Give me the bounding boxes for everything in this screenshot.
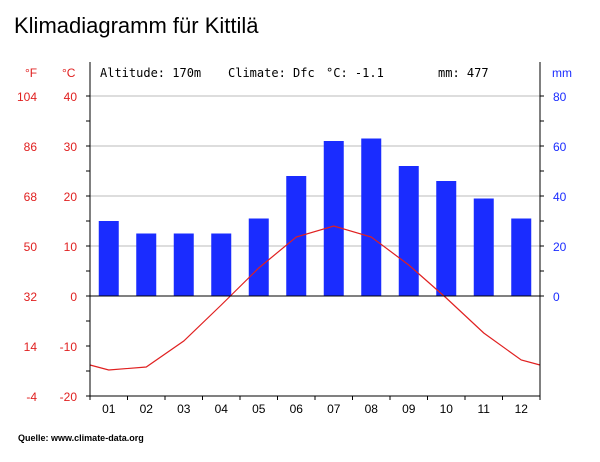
precip-bar — [436, 181, 457, 296]
precip-bar — [211, 233, 232, 296]
fahrenheit-tick-label: 68 — [24, 190, 38, 204]
mm-tick-label: 20 — [553, 240, 567, 254]
celsius-tick-label: 0 — [70, 290, 77, 304]
precip-bar — [361, 138, 382, 296]
month-label: 09 — [402, 402, 416, 416]
month-label: 01 — [102, 402, 116, 416]
precip-bar — [173, 233, 194, 296]
month-label: 10 — [440, 402, 454, 416]
fahrenheit-tick-label: 32 — [24, 290, 38, 304]
mm-tick-label: 60 — [553, 140, 567, 154]
source-label: Quelle: www.climate-data.org — [18, 433, 144, 443]
precip-bar — [98, 221, 119, 296]
precip-bar — [286, 176, 307, 296]
mm-tick-label: 40 — [553, 190, 567, 204]
mm-unit-label: mm — [552, 66, 572, 80]
celsius-unit-label: °C — [62, 66, 76, 80]
precip-bar — [136, 233, 157, 296]
month-label: 12 — [515, 402, 529, 416]
fahrenheit-tick-label: -4 — [26, 390, 37, 404]
climate-info: Climate: Dfc — [228, 66, 315, 80]
celsius-tick-label: -10 — [60, 340, 78, 354]
chart-title: Klimadiagramm für Kittilä — [14, 13, 259, 38]
mm-tick-label: 0 — [553, 290, 560, 304]
mean-temp-info: °C: -1.1 — [326, 66, 384, 80]
month-label: 07 — [327, 402, 341, 416]
precip-bar — [511, 218, 532, 296]
month-label: 02 — [140, 402, 154, 416]
precip-bar — [398, 166, 419, 296]
precip-bar — [323, 141, 344, 296]
fahrenheit-unit-label: °F — [25, 66, 37, 80]
celsius-tick-label: -20 — [60, 390, 78, 404]
precip-total-info: mm: 477 — [438, 66, 489, 80]
fahrenheit-tick-label: 86 — [24, 140, 38, 154]
altitude-info: Altitude: 170m — [100, 66, 201, 80]
temperature-line — [89, 225, 541, 371]
month-label: 06 — [290, 402, 304, 416]
celsius-tick-label: 30 — [64, 140, 78, 154]
month-label: 05 — [252, 402, 266, 416]
fahrenheit-tick-label: 50 — [24, 240, 38, 254]
month-label: 11 — [478, 402, 491, 416]
month-label: 03 — [177, 402, 191, 416]
month-label: 08 — [365, 402, 379, 416]
precip-bar — [473, 198, 494, 296]
fahrenheit-tick-label: 14 — [24, 340, 38, 354]
mm-tick-label: 80 — [553, 90, 567, 104]
precip-bar — [248, 218, 269, 296]
month-label: 04 — [215, 402, 229, 416]
celsius-tick-label: 10 — [64, 240, 78, 254]
celsius-tick-label: 40 — [64, 90, 78, 104]
celsius-tick-label: 20 — [64, 190, 78, 204]
fahrenheit-tick-label: 104 — [17, 90, 37, 104]
